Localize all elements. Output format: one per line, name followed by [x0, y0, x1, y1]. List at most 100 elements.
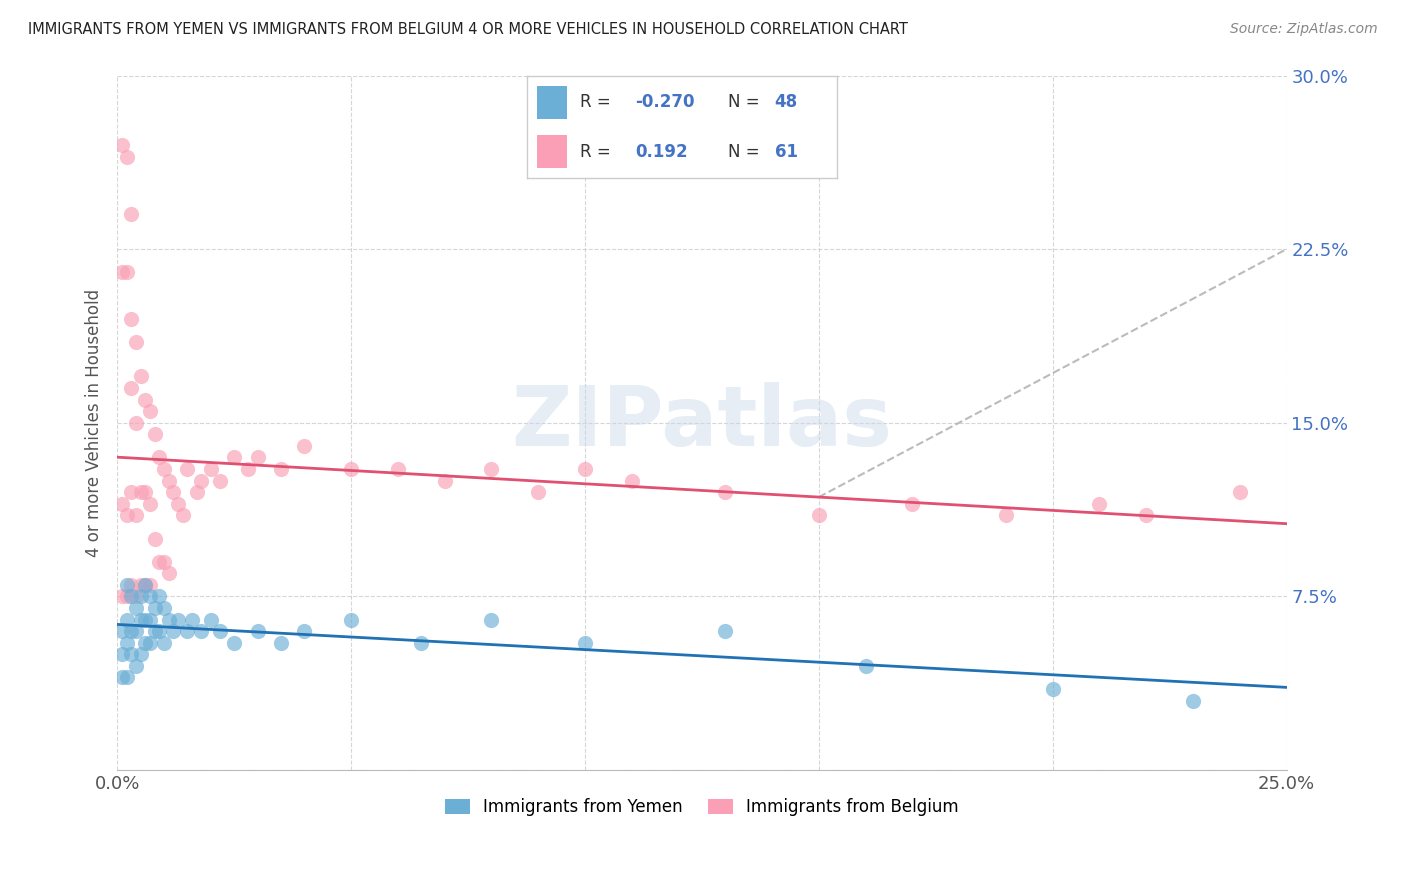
Point [162, 485, 184, 500]
Point [115, 578, 138, 592]
Point [129, 590, 152, 604]
Point [129, 485, 152, 500]
Point [125, 601, 148, 615]
Point [190, 624, 212, 639]
Point [807, 508, 830, 523]
Point [134, 485, 156, 500]
Point [153, 601, 176, 615]
Point [139, 404, 162, 418]
Point [111, 497, 134, 511]
Point [115, 635, 138, 649]
Point [120, 624, 142, 639]
Point [120, 485, 142, 500]
Point [190, 474, 212, 488]
Point [714, 624, 737, 639]
Text: N =: N = [728, 143, 759, 161]
Point [162, 624, 184, 639]
Point [115, 265, 138, 279]
Point [186, 485, 208, 500]
Point [134, 635, 156, 649]
Point [181, 613, 204, 627]
Point [143, 427, 166, 442]
Point [167, 613, 190, 627]
Text: N =: N = [728, 94, 759, 112]
Point [143, 624, 166, 639]
Point [855, 658, 877, 673]
Point [1229, 485, 1251, 500]
Point [139, 578, 162, 592]
Point [115, 149, 138, 163]
Point [115, 590, 138, 604]
Point [111, 590, 134, 604]
Point [411, 635, 433, 649]
Point [167, 497, 190, 511]
Point [120, 207, 142, 221]
Point [134, 613, 156, 627]
Point [1182, 693, 1205, 707]
Point [209, 624, 232, 639]
Point [387, 462, 409, 476]
Point [157, 474, 180, 488]
Point [111, 624, 134, 639]
Point [340, 462, 363, 476]
Point [1135, 508, 1157, 523]
Point [134, 392, 156, 407]
Y-axis label: 4 or more Vehicles in Household: 4 or more Vehicles in Household [86, 289, 103, 557]
Point [270, 635, 292, 649]
Text: ZIPatlas: ZIPatlas [512, 383, 893, 463]
Point [120, 311, 142, 326]
Point [714, 485, 737, 500]
Point [270, 462, 292, 476]
Point [148, 555, 170, 569]
Point [125, 508, 148, 523]
Point [148, 590, 170, 604]
Point [148, 624, 170, 639]
Point [111, 647, 134, 661]
Point [153, 635, 176, 649]
Point [209, 474, 232, 488]
Text: IMMIGRANTS FROM YEMEN VS IMMIGRANTS FROM BELGIUM 4 OR MORE VEHICLES IN HOUSEHOLD: IMMIGRANTS FROM YEMEN VS IMMIGRANTS FROM… [28, 22, 908, 37]
Point [139, 590, 162, 604]
Point [901, 497, 924, 511]
Text: Source: ZipAtlas.com: Source: ZipAtlas.com [1230, 22, 1378, 37]
Text: R =: R = [579, 94, 610, 112]
Point [115, 670, 138, 684]
Point [148, 450, 170, 465]
Point [120, 578, 142, 592]
Text: R =: R = [579, 143, 610, 161]
Point [143, 601, 166, 615]
Point [574, 635, 596, 649]
Point [153, 462, 176, 476]
Point [1088, 497, 1111, 511]
Point [125, 590, 148, 604]
Text: 48: 48 [775, 94, 797, 112]
Point [129, 613, 152, 627]
Point [574, 462, 596, 476]
Point [129, 578, 152, 592]
Point [340, 613, 363, 627]
Point [172, 508, 194, 523]
Point [176, 462, 198, 476]
Point [120, 381, 142, 395]
Text: 0.192: 0.192 [636, 143, 688, 161]
Point [115, 613, 138, 627]
Point [134, 578, 156, 592]
Point [620, 474, 643, 488]
Point [224, 635, 246, 649]
Text: -0.270: -0.270 [636, 94, 695, 112]
Point [157, 613, 180, 627]
Point [292, 624, 315, 639]
Point [111, 670, 134, 684]
Point [129, 647, 152, 661]
Point [134, 578, 156, 592]
Text: 61: 61 [775, 143, 797, 161]
Point [479, 613, 502, 627]
Point [200, 613, 222, 627]
Point [125, 416, 148, 430]
Point [224, 450, 246, 465]
Point [157, 566, 180, 581]
Point [153, 555, 176, 569]
Point [994, 508, 1017, 523]
Point [238, 462, 260, 476]
Point [125, 658, 148, 673]
